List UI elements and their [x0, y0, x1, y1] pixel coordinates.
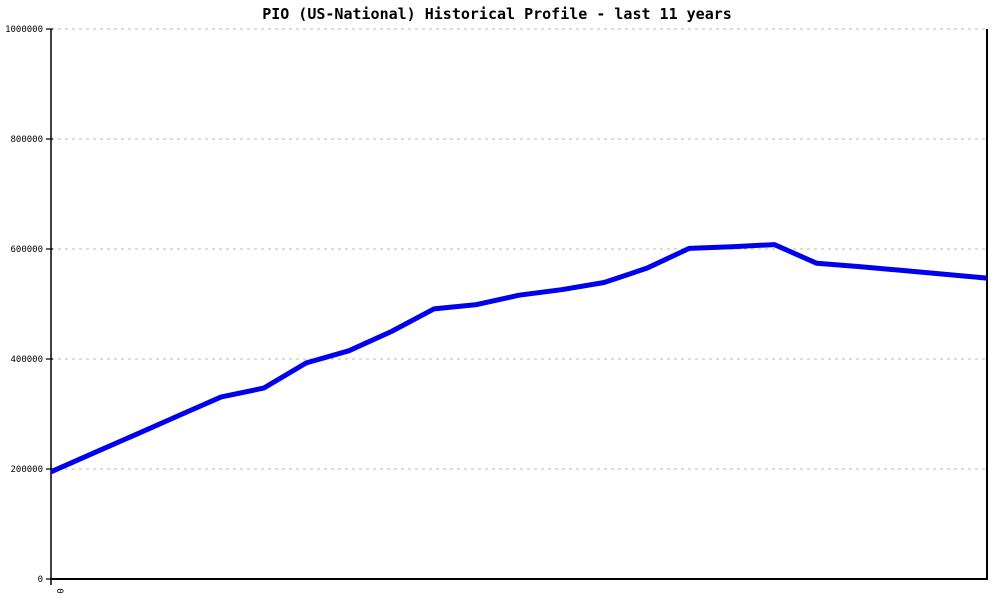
- data-series-line: [49, 242, 988, 475]
- y-tick-label: 800000: [10, 135, 43, 145]
- y-tick-label: 200000: [10, 465, 43, 475]
- chart-title: PIO (US-National) Historical Profile - l…: [262, 5, 732, 23]
- y-tick-label: 0: [38, 575, 43, 585]
- axes: [50, 29, 988, 585]
- y-tick-label: 1000000: [5, 25, 43, 35]
- y-tick-labels: 0 200000 400000 600000 800000 1000000: [5, 25, 43, 585]
- x-tick-label: 0: [54, 588, 64, 593]
- gridlines: [51, 28, 987, 470]
- x-tick-labels: 0: [54, 588, 64, 593]
- y-tick-label: 600000: [10, 245, 43, 255]
- y-tick-label: 400000: [10, 355, 43, 365]
- y-tick-marks: [46, 28, 53, 580]
